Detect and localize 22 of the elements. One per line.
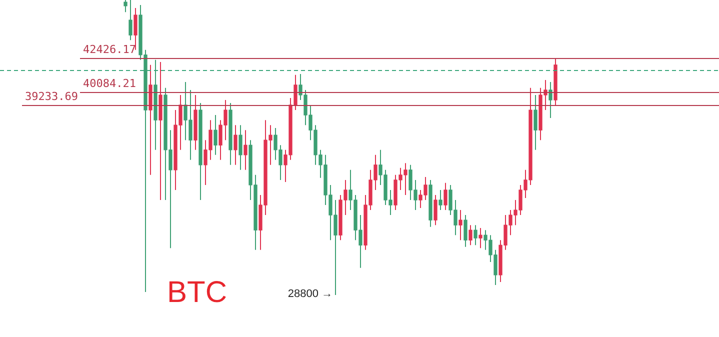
candlestick (474, 224, 478, 246)
annotation: 28800 → (288, 288, 332, 300)
candlestick (214, 114, 218, 156)
candlestick (128, 0, 132, 41)
text: 39233.69 (25, 90, 78, 103)
candlestick (458, 210, 462, 241)
annotation: BTC (167, 276, 227, 309)
candlestick (468, 224, 472, 246)
candlestick (534, 94, 538, 150)
annotation: 40084.21 (83, 76, 136, 90)
candlestick (444, 182, 448, 211)
annotation: 42426.17 (83, 42, 136, 56)
candlestick (238, 124, 242, 170)
candlestick (464, 214, 468, 248)
candlestick (244, 130, 248, 170)
candlestick (234, 124, 238, 166)
candlestick (434, 194, 438, 226)
candlestick (478, 228, 482, 249)
candlestick (134, 7, 138, 50)
candlestick (548, 82, 552, 118)
candlestick (124, 0, 128, 13)
candlestick (438, 189, 442, 211)
